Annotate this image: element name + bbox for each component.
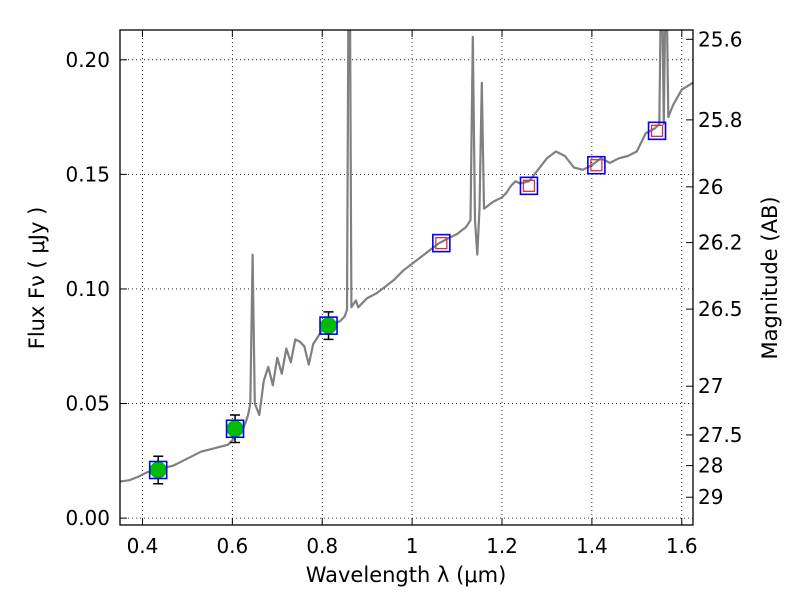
x-tick-label: 1.4 [576, 534, 608, 558]
y-tick-label: 0.20 [65, 48, 110, 72]
magnitude-axis-ticks: 25.6 25.8 26 26.2 26.5 27 27.5 28 29 [686, 27, 743, 509]
nir-data-point [650, 124, 664, 137]
x-tick-label: 0.4 [127, 534, 159, 558]
synthetic-flux-box [432, 233, 451, 253]
x-tick-label: 0.6 [216, 534, 248, 558]
nir-data-point [522, 179, 536, 192]
synthetic-flux-box [319, 316, 338, 335]
synthetic-flux-box [519, 176, 539, 196]
magnitude-tick-label: 26.5 [698, 297, 743, 321]
magnitude-tick-label: 29 [698, 485, 723, 509]
x-tick-label: 1 [406, 534, 419, 558]
y-axis-label: Flux Fν ( μJy ) [25, 207, 49, 350]
synthetic-flux-box [225, 419, 245, 439]
plot-area [120, 30, 693, 485]
magnitude-tick-label: 27 [698, 374, 723, 398]
optical-data-point [226, 420, 244, 438]
x-tick-label: 0.8 [306, 534, 338, 558]
magnitude-tick-label: 28 [698, 454, 723, 478]
magnitude-tick-label: 25.8 [698, 108, 743, 132]
magnitude-axis-label: Magnitude (AB) [758, 196, 782, 359]
magnitude-tick-label: 26.2 [698, 231, 743, 255]
x-axis-ticks: 0.4 0.6 0.8 1 1.2 1.4 1.6 [127, 30, 698, 558]
synthetic-flux-box [647, 121, 667, 141]
magnitude-tick-label: 25.6 [698, 27, 743, 51]
nir-data-point [435, 236, 448, 250]
magnitude-tick-label: 26 [698, 175, 723, 199]
optical-data-point [149, 461, 167, 479]
y-tick-label: 0.05 [65, 392, 110, 416]
x-tick-label: 1.6 [666, 534, 698, 558]
y-tick-label: 0.00 [65, 506, 110, 530]
nir-data-point [590, 159, 603, 172]
synthetic-flux-box [587, 155, 606, 175]
synthetic-flux-box [148, 460, 168, 480]
y-tick-label: 0.15 [65, 162, 110, 186]
y-axis-ticks: 0.00 0.05 0.10 0.15 0.20 [65, 48, 127, 530]
y-tick-label: 0.10 [65, 277, 110, 301]
magnitude-tick-label: 27.5 [698, 423, 743, 447]
optical-data-point [320, 317, 338, 335]
plot-frame [119, 29, 694, 526]
x-axis-label: Wavelength λ (μm) [306, 563, 507, 587]
x-tick-label: 1.2 [486, 534, 518, 558]
